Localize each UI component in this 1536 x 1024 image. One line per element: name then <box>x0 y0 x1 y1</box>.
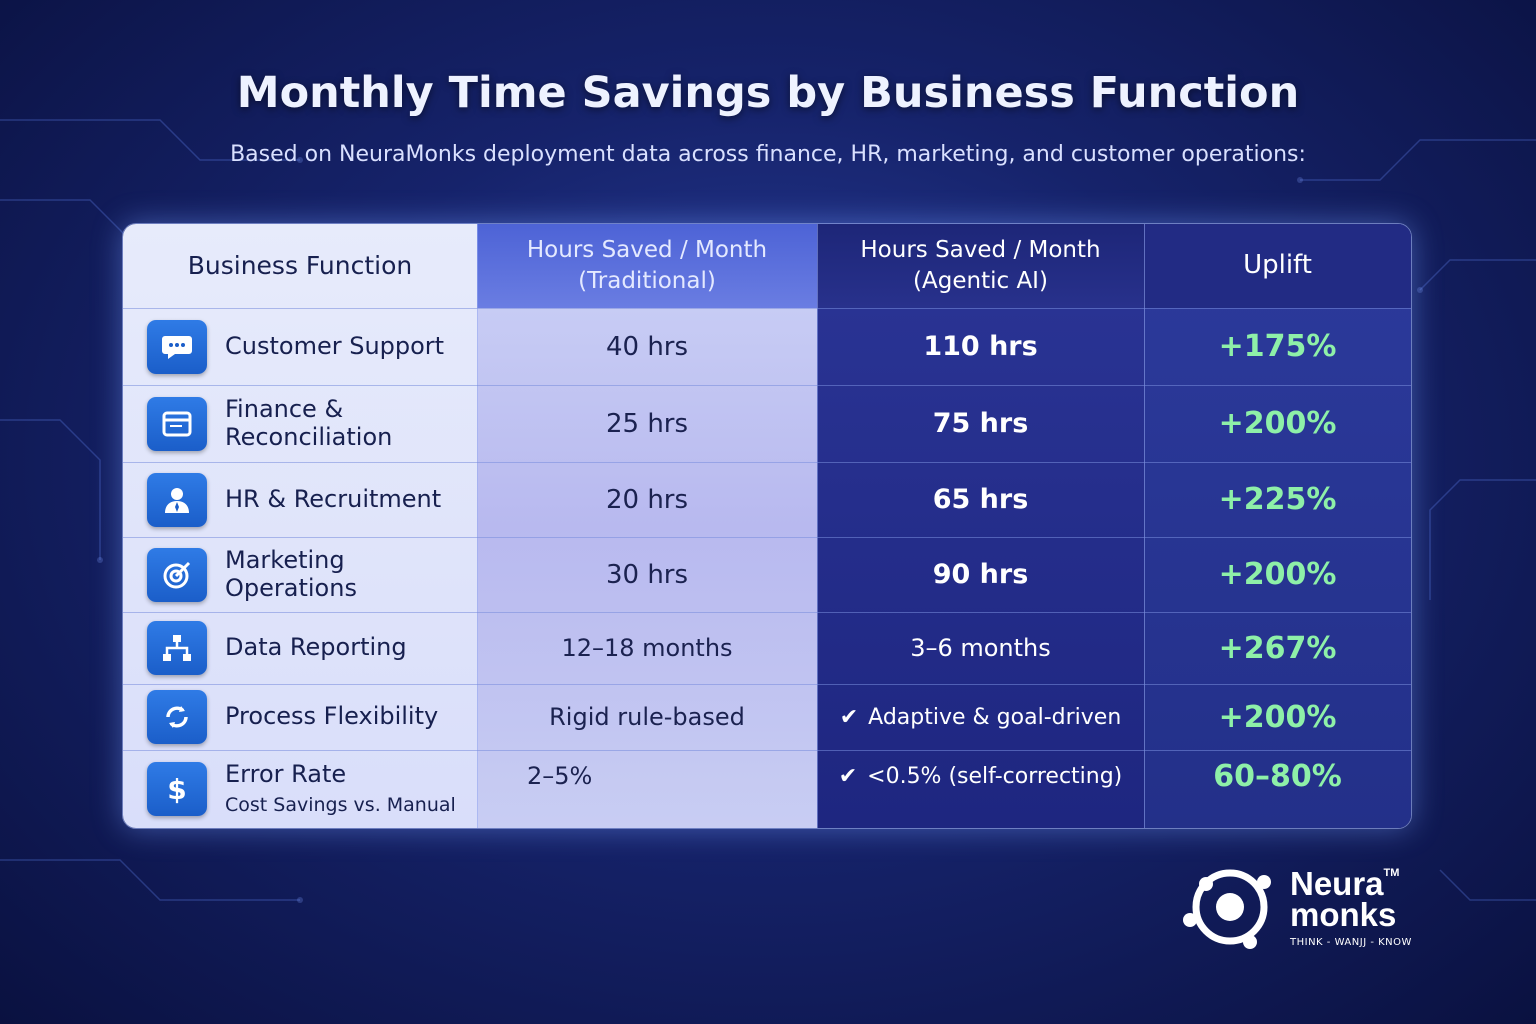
table-cell-uplift: +200% <box>1218 406 1337 441</box>
svg-text:$: $ <box>167 773 186 805</box>
table-cell-agentic: 65 hrs <box>932 484 1029 515</box>
target-icon <box>147 547 207 602</box>
chart-subtitle: Based on NeuraMonks deployment data acro… <box>230 142 1306 167</box>
table-cell-traditional: Rigid rule-based <box>549 703 745 731</box>
check-icon: ✔ <box>839 704 859 730</box>
table-cell-uplift: 60–80% <box>1213 758 1342 794</box>
table-cell-agentic: 3–6 months <box>910 634 1051 662</box>
table-cell-uplift: +200% <box>1218 699 1337 735</box>
neuramonks-logo-icon <box>1183 869 1271 949</box>
table-row-function: HR & Recruitment <box>123 462 477 537</box>
table-cell-agentic: ✔ <0.5% (self-correcting) <box>838 763 1123 789</box>
hierarchy-icon <box>147 621 207 675</box>
table-row-function: Customer Support <box>123 308 477 385</box>
check-icon: ✔ <box>838 763 858 789</box>
table-cell-traditional: 40 hrs <box>605 331 689 362</box>
table-cell-traditional: 30 hrs <box>605 559 689 590</box>
table-row-function: Data Reporting <box>123 612 477 684</box>
header-business-function: Business Function <box>187 251 413 281</box>
table-row-function: Finance & Reconciliation <box>123 385 477 462</box>
logo-tagline: THINK - WANJJ - KNOW <box>1290 937 1412 948</box>
header-traditional: Hours Saved / Month (Traditional) <box>526 236 768 294</box>
person-icon <box>147 472 207 527</box>
dollar-icon: $ <box>147 762 207 816</box>
table-cell-traditional: 25 hrs <box>605 408 689 439</box>
table-row-function: $ Error Rate Cost Savings vs. Manual <box>123 750 477 828</box>
header-agentic-ai: Hours Saved / Month (Agentic AI) <box>860 236 1101 294</box>
chart-title: Monthly Time Savings by Business Functio… <box>236 68 1300 118</box>
table-cell-agentic: 90 hrs <box>932 559 1029 590</box>
table-cell-agentic: 110 hrs <box>923 331 1038 362</box>
table-cell-traditional: 12–18 months <box>561 634 733 662</box>
table-row-function: Marketing Operations <box>123 537 477 612</box>
table-cell-uplift: +175% <box>1218 329 1337 364</box>
table-cell-uplift: +267% <box>1218 630 1337 666</box>
refresh-icon <box>147 690 207 744</box>
document-icon <box>147 396 207 451</box>
logo-wordmark: NeuraTM monks <box>1290 865 1400 934</box>
table-cell-traditional: 2–5% <box>527 762 593 790</box>
table-cell-traditional: 20 hrs <box>605 484 689 515</box>
table-row-function: Process Flexibility <box>123 684 477 750</box>
table-cell-agentic: 75 hrs <box>932 408 1029 439</box>
table-cell-uplift: +225% <box>1218 482 1337 517</box>
table-cell-uplift: +200% <box>1218 557 1337 592</box>
header-uplift: Uplift <box>1243 250 1312 281</box>
table-cell-agentic: ✔ Adaptive & goal-driven <box>839 704 1122 730</box>
comparison-table: Business Function Hours Saved / Month (Tr… <box>122 223 1412 829</box>
chat-icon <box>147 319 207 374</box>
